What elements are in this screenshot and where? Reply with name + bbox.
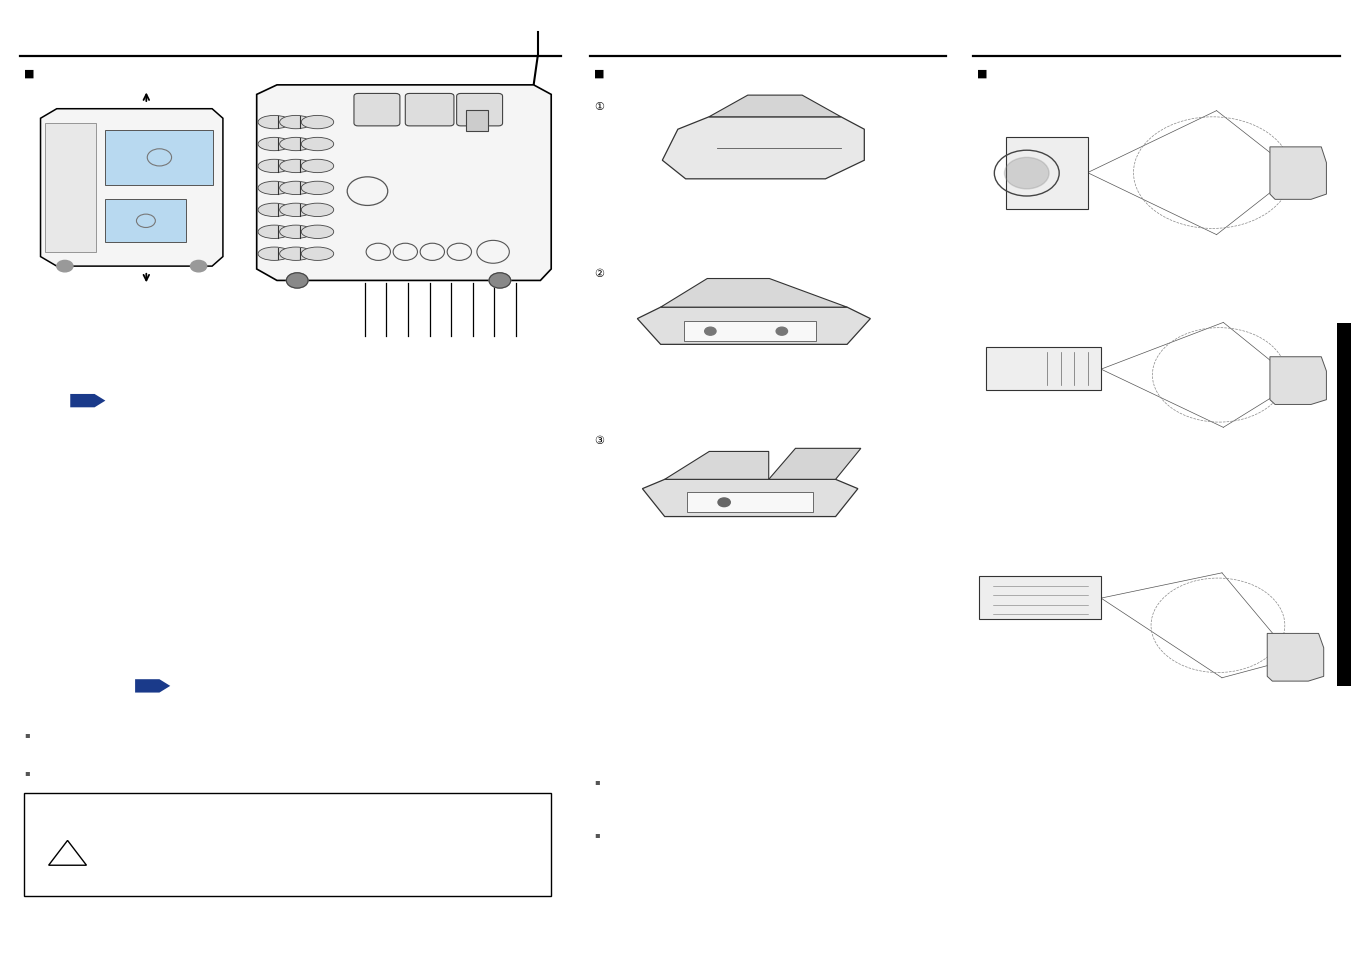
Circle shape	[190, 261, 207, 273]
Polygon shape	[1270, 357, 1327, 405]
Polygon shape	[665, 452, 769, 480]
FancyBboxPatch shape	[457, 94, 503, 127]
Ellipse shape	[301, 204, 334, 217]
Polygon shape	[661, 279, 847, 308]
Ellipse shape	[280, 116, 312, 130]
Circle shape	[705, 328, 716, 335]
Polygon shape	[41, 110, 223, 267]
FancyBboxPatch shape	[354, 94, 400, 127]
FancyBboxPatch shape	[466, 111, 488, 132]
FancyBboxPatch shape	[1337, 324, 1351, 686]
Ellipse shape	[280, 248, 312, 261]
Ellipse shape	[280, 182, 312, 195]
Ellipse shape	[301, 226, 334, 239]
Polygon shape	[986, 348, 1101, 391]
FancyBboxPatch shape	[405, 94, 454, 127]
Circle shape	[57, 261, 73, 273]
Ellipse shape	[258, 226, 290, 239]
Text: ■: ■	[24, 69, 35, 78]
Ellipse shape	[280, 204, 312, 217]
Ellipse shape	[258, 204, 290, 217]
Text: ②: ②	[594, 269, 604, 278]
Ellipse shape	[280, 138, 312, 152]
Text: ▪: ▪	[24, 767, 30, 776]
FancyBboxPatch shape	[105, 200, 186, 243]
Ellipse shape	[280, 160, 312, 173]
Circle shape	[489, 274, 511, 289]
Polygon shape	[1006, 138, 1088, 210]
Text: ③: ③	[594, 436, 604, 445]
Polygon shape	[769, 449, 861, 480]
Circle shape	[775, 328, 788, 335]
Ellipse shape	[258, 116, 290, 130]
Text: ▪: ▪	[594, 777, 600, 785]
Text: ▪: ▪	[594, 829, 600, 838]
Ellipse shape	[258, 248, 290, 261]
Ellipse shape	[301, 248, 334, 261]
Polygon shape	[643, 480, 858, 517]
Text: ■: ■	[594, 69, 605, 78]
Text: ■: ■	[977, 69, 988, 78]
Polygon shape	[709, 96, 840, 118]
Circle shape	[286, 274, 308, 289]
Ellipse shape	[301, 116, 334, 130]
Polygon shape	[135, 679, 170, 693]
Ellipse shape	[258, 182, 290, 195]
Ellipse shape	[301, 182, 334, 195]
FancyBboxPatch shape	[688, 492, 813, 512]
Polygon shape	[979, 577, 1101, 619]
Circle shape	[1004, 158, 1048, 190]
Circle shape	[717, 498, 731, 507]
Polygon shape	[49, 841, 86, 865]
FancyBboxPatch shape	[684, 322, 816, 342]
Polygon shape	[662, 118, 865, 179]
Polygon shape	[257, 86, 551, 281]
Ellipse shape	[301, 160, 334, 173]
FancyBboxPatch shape	[45, 124, 96, 253]
Polygon shape	[638, 308, 870, 345]
Ellipse shape	[258, 160, 290, 173]
Text: ▪: ▪	[24, 729, 30, 738]
Text: !: !	[65, 842, 68, 852]
Polygon shape	[1267, 634, 1324, 681]
Ellipse shape	[258, 138, 290, 152]
Ellipse shape	[301, 138, 334, 152]
Ellipse shape	[280, 226, 312, 239]
FancyBboxPatch shape	[105, 131, 213, 186]
Polygon shape	[70, 395, 105, 408]
Polygon shape	[1270, 148, 1327, 200]
FancyBboxPatch shape	[24, 793, 551, 896]
Text: ①: ①	[594, 102, 604, 112]
